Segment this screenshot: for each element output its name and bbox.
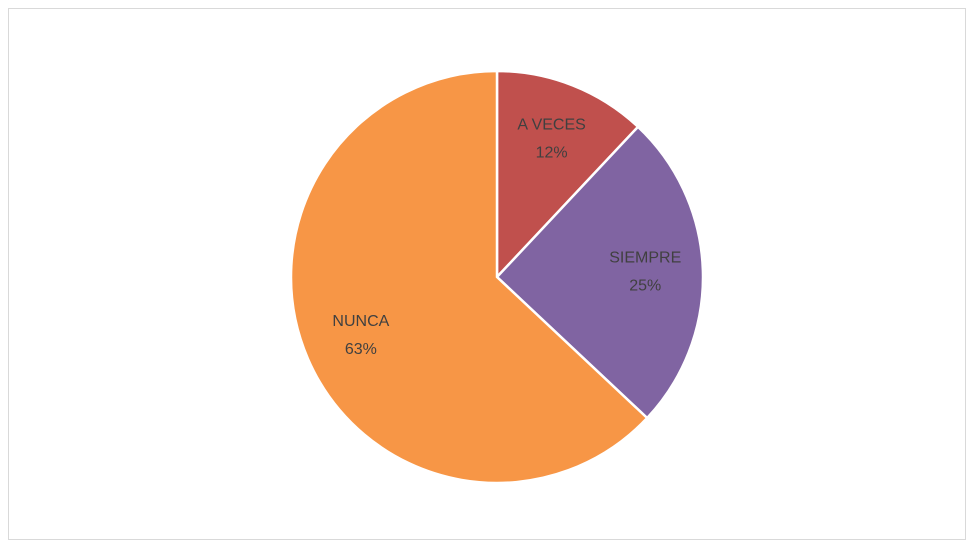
slice-value-label: 12%: [536, 144, 568, 161]
pie-slice: [495, 69, 640, 281]
slice-value-label: 63%: [345, 341, 377, 358]
pie-slice: [495, 125, 705, 420]
slice-value-label: 25%: [629, 278, 661, 295]
slice-label: SIEMPRE: [609, 250, 681, 267]
pie-slice: [289, 69, 649, 485]
slice-label: A VECES: [517, 116, 585, 133]
slice-label: NUNCA: [332, 313, 389, 330]
